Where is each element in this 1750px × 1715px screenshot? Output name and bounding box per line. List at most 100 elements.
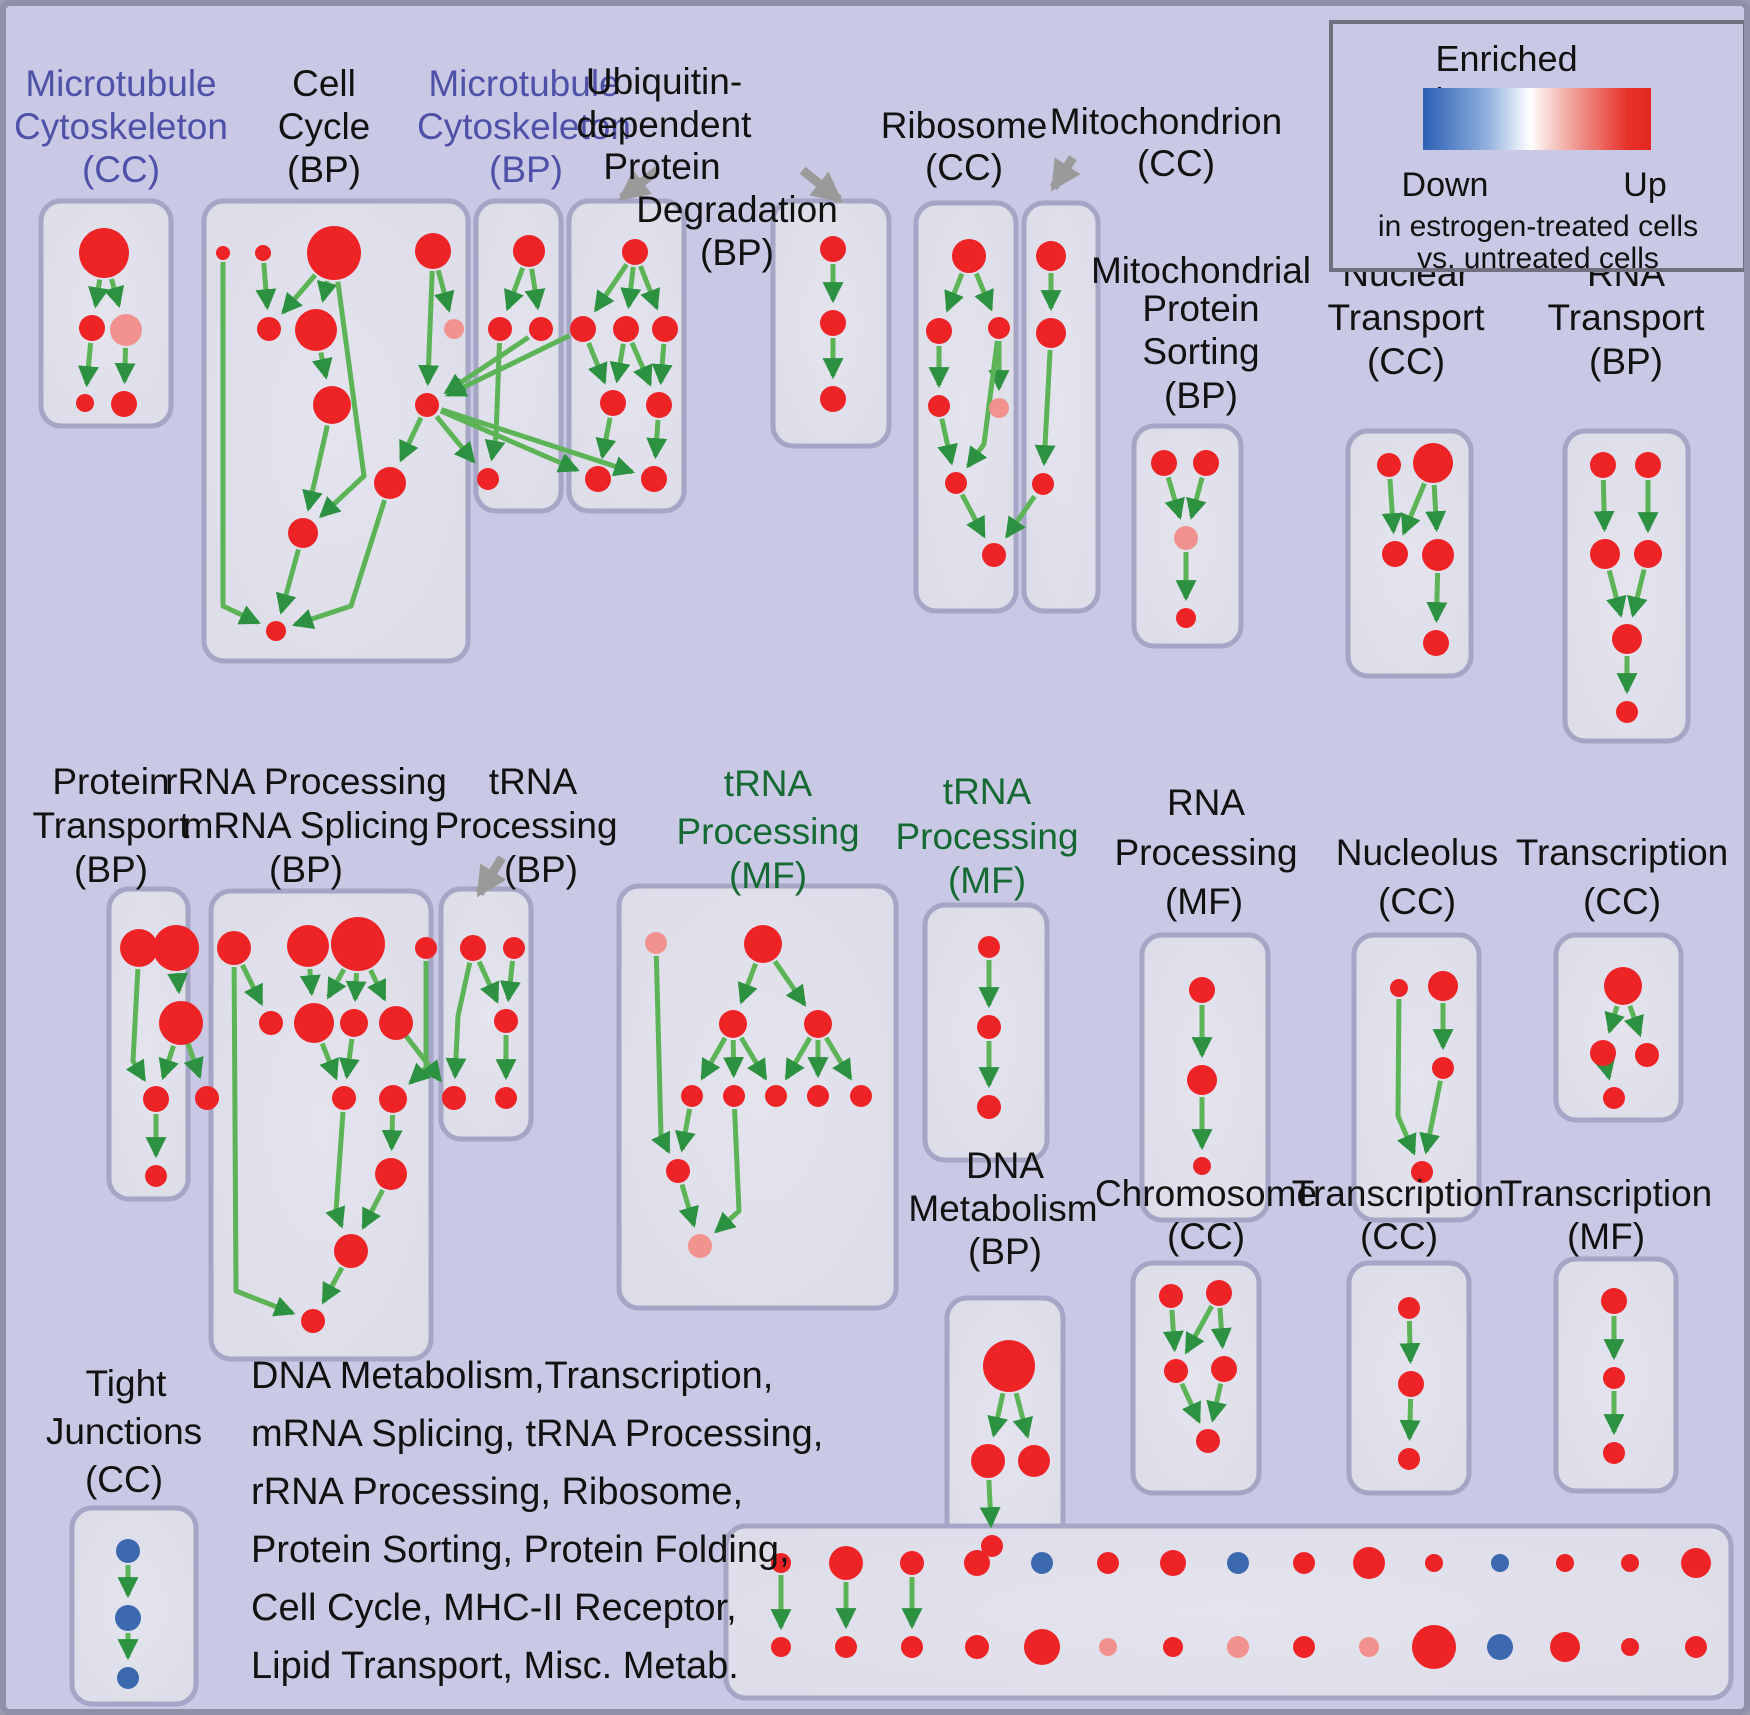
edge-arrow [77, 342, 99, 388]
edge-arrow [824, 1036, 853, 1081]
nucleolus-cc-node [1390, 979, 1408, 997]
rna-transport-bp-node [1590, 539, 1620, 569]
note-line: mRNA Splicing, tRNA Processing, [251, 1413, 823, 1455]
edge-arrow [443, 335, 530, 395]
edge-arrow [345, 972, 367, 1003]
mixed-terms-strip-node [1031, 1552, 1053, 1574]
trna-processing-mf-large-node [681, 1085, 703, 1107]
edge-arrow [311, 351, 333, 380]
mitochondrial-protein-sorting-bp-label: (BP) [1164, 375, 1238, 416]
edge-arrow [299, 968, 321, 997]
edge-arrow [799, 166, 843, 204]
edge-arrow [784, 1036, 813, 1081]
chromosome-cc-node [1206, 1280, 1232, 1306]
rna-transport-bp-node [1612, 624, 1642, 654]
mitochondrial-protein-sorting-bp-node [1151, 450, 1177, 476]
ribosome-cc-node [945, 472, 967, 494]
edge-arrow [1005, 494, 1037, 539]
rrna-processing-mrna-splicing-bp-node [217, 931, 251, 965]
protein-transport-bp-node [143, 1086, 169, 1112]
edge-arrow [1425, 484, 1447, 533]
trna-processing-mf-large-node [723, 1085, 745, 1107]
go-enrichment-network-diagram: MicrotubuleCytoskeleton(CC)CellCycle(BP)… [14, 61, 1734, 1707]
ubiquitin-dependent-protein-degradation-bp-label: dependent [577, 104, 753, 145]
chromosome-cc-node [1196, 1429, 1220, 1453]
rrna-processing-mrna-splicing-bp-label: mRNA Splicing [183, 805, 430, 846]
ubiquitin-dependent-protein-degradation-bp-node [613, 316, 639, 342]
trna-processing-mf-small-node [977, 1015, 1001, 1039]
edge-arrow [114, 347, 136, 385]
transcription-cc-mid-label: Transcription [1516, 832, 1728, 873]
mixed-terms-strip-node [1425, 1554, 1443, 1572]
rrna-processing-mrna-splicing-bp-label: rRNA Processing [165, 761, 447, 802]
edge-arrow [1594, 1057, 1615, 1081]
mixed-terms-strip-node [1227, 1552, 1249, 1574]
mixed-terms-strip-node [965, 1635, 989, 1659]
dna-metabolism-bp-label: Metabolism [908, 1188, 1097, 1229]
trna-processing-mf-small-label: (MF) [948, 860, 1026, 901]
rna-processing-mf-node [1193, 1157, 1211, 1175]
rna-transport-bp-node [1616, 701, 1638, 723]
edge-arrow [381, 1114, 403, 1152]
dna-metabolism-bp-node [1018, 1445, 1050, 1477]
nucleolus-cc-node [1432, 1057, 1454, 1079]
mixed-terms-strip-box [723, 1523, 1734, 1701]
rrna-processing-mrna-splicing-bp-label: (BP) [269, 849, 343, 890]
trna-processing-bp-label: (BP) [504, 849, 578, 890]
edge-arrow [302, 424, 330, 512]
edge-arrow [714, 1108, 742, 1234]
tight-junctions-cc-node [116, 1539, 140, 1563]
trna-processing-mf-large-label: (MF) [729, 855, 807, 896]
mixed-terms-strip-node [1293, 1636, 1315, 1658]
ribosome-cc-node [989, 398, 1009, 418]
chromosome-cc-label: (CC) [1167, 1216, 1245, 1257]
note-line: rRNA Processing, Ribosome, [251, 1471, 743, 1513]
rna-transport-bp-box [1562, 428, 1691, 744]
ubiquitin-dependent-protein-degradation-bp-label: (BP) [700, 232, 774, 273]
transcription-mf-label: Transcription [1500, 1173, 1712, 1214]
legend-down-label: Down [1401, 166, 1489, 204]
trna-processing-mf-large-label: Processing [676, 811, 859, 852]
rrna-processing-mrna-splicing-bp-node [287, 925, 329, 967]
mixed-terms-strip-node [1293, 1552, 1315, 1574]
dna-metabolism-bp-label: DNA [966, 1145, 1044, 1186]
edge-arrow [444, 333, 571, 398]
microtubule-cytoskeleton-bp-node [513, 235, 545, 267]
ubiquitin-degradation-chain-node [820, 236, 846, 262]
trna-processing-bp-node [495, 1087, 517, 1109]
edge-arrow [403, 1033, 442, 1083]
mixed-terms-strip-node [835, 1636, 857, 1658]
rna-transport-bp-node [1590, 452, 1616, 478]
layer-nodes [76, 226, 1711, 1689]
legend-box: Enriched in... Down Up in estrogen-treat… [1329, 20, 1744, 275]
microtubule-cytoskeleton-bp-node [477, 468, 499, 490]
edge-arrow [937, 418, 958, 466]
cell-cycle-bp-node [415, 233, 451, 269]
edge-arrow [737, 962, 758, 1005]
mitochondrion-cc-node [1032, 473, 1054, 495]
transcription-mf-node [1603, 1367, 1625, 1389]
transcription-mf-node [1603, 1442, 1625, 1464]
transcription-cc-mid-label: (CC) [1583, 881, 1661, 922]
edge-arrow [586, 341, 608, 385]
rrna-processing-mrna-splicing-bp-node [294, 1003, 334, 1043]
transcription-mf-label: (MF) [1567, 1216, 1645, 1257]
edge-arrow [638, 265, 660, 311]
mixed-terms-strip-node [901, 1636, 923, 1658]
transcription-mf-node [1601, 1288, 1627, 1314]
edge-arrow [125, 968, 147, 1083]
ubiquitin-dependent-protein-degradation-bp-node [641, 466, 667, 492]
edge-arrow [1623, 1005, 1644, 1038]
trna-processing-bp-node [494, 1009, 518, 1033]
edge-arrow [1606, 569, 1627, 618]
tight-junctions-cc-box [69, 1505, 199, 1707]
cell-cycle-bp-node [313, 386, 351, 424]
trna-processing-bp-label: Processing [434, 805, 617, 846]
cell-cycle-bp-node [288, 518, 318, 548]
edge-arrow [504, 267, 526, 312]
mixed-terms-strip-node [1227, 1636, 1249, 1658]
edge-arrow [1210, 1307, 1232, 1350]
ubiquitin-dependent-protein-degradation-bp-node [570, 316, 596, 342]
edge-arrow [700, 1036, 728, 1081]
